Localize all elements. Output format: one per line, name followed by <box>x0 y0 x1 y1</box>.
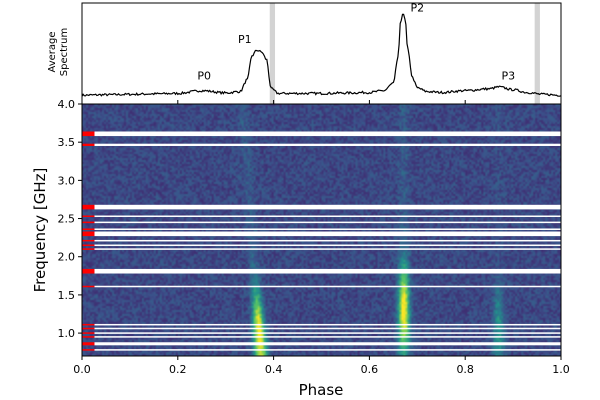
masked-channel <box>94 131 561 137</box>
average-spectrum-panel: P0 P1 P2 P3 Average Spectrum <box>47 2 562 105</box>
shaded-band <box>534 3 540 104</box>
flagged-channel-marker <box>82 143 95 146</box>
masked-channel <box>94 215 561 218</box>
y-tick-label: 4.0 <box>58 98 76 111</box>
flagged-channel-marker <box>82 244 95 247</box>
masked-channel <box>94 323 561 326</box>
flagged-channel-marker <box>82 349 95 351</box>
shaded-band <box>269 3 276 104</box>
flagged-channel-marker <box>82 285 95 288</box>
masked-channel <box>94 268 561 274</box>
y-tick-label: 1.0 <box>58 327 76 340</box>
top-ylabel-line2: Spectrum <box>59 28 70 76</box>
x-tick-label: 0.2 <box>169 363 187 376</box>
flagged-channel-marker <box>82 228 95 230</box>
masked-channel <box>94 143 561 146</box>
x-tick-label: 0.6 <box>361 363 379 376</box>
flagged-channel-marker <box>82 323 95 326</box>
x-axis-title: Phase <box>299 381 344 399</box>
masked-channel <box>94 204 561 210</box>
phase-frequency-panel: 0.0 0.2 0.4 0.6 0.8 1.0 1.0 1.5 2.0 2.5 3.0 3.5 4.0… <box>31 98 570 399</box>
flagged-channel-marker <box>82 332 95 334</box>
top-ylabel-line1: Average <box>47 31 58 72</box>
flagged-channel-marker <box>82 336 95 338</box>
x-tick-label: 1.0 <box>552 363 570 376</box>
y-axis-title: Frequency [GHz] <box>31 168 49 293</box>
peak-labels: P0 P1 P2 P3 <box>197 2 515 83</box>
masked-channel <box>94 244 561 247</box>
masked-channel <box>94 336 561 338</box>
y-tick-label: 3.5 <box>58 136 76 149</box>
masked-channel <box>94 332 561 334</box>
y-tick-label: 2.0 <box>58 251 76 264</box>
y-tick-label: 2.5 <box>58 213 76 226</box>
peak-label-p0: P0 <box>197 70 211 83</box>
peak-label-p2: P2 <box>410 2 424 15</box>
masked-channel <box>94 327 561 330</box>
masked-channel <box>94 228 561 230</box>
flagged-channel-marker <box>82 268 95 274</box>
y-axis-ticks: 1.0 1.5 2.0 2.5 3.0 3.5 4.0 <box>58 98 82 340</box>
flagged-channel-marker <box>82 215 95 218</box>
top-panel-frame <box>81 2 562 105</box>
x-axis-ticks: 0.0 0.2 0.4 0.6 0.8 1.0 <box>73 100 570 376</box>
x-tick-label: 0.0 <box>73 363 91 376</box>
shaded-bands <box>269 3 540 104</box>
flagged-channel-marker <box>82 204 95 210</box>
average-profile-line <box>81 13 562 97</box>
x-tick-label: 0.4 <box>265 363 283 376</box>
flagged-channel-marker <box>82 342 95 346</box>
masked-channels <box>82 131 561 351</box>
masked-channel <box>94 221 561 224</box>
masked-channel <box>94 239 561 242</box>
masked-channel <box>94 248 561 250</box>
masked-channel <box>94 349 561 351</box>
flagged-channel-marker <box>82 327 95 330</box>
masked-channel <box>94 231 561 237</box>
flagged-channel-marker <box>82 239 95 242</box>
main-panel-frame <box>81 103 562 357</box>
peak-label-p3: P3 <box>501 70 515 83</box>
masked-channel <box>94 285 561 288</box>
y-tick-label: 3.0 <box>58 174 76 187</box>
y-tick-label: 1.5 <box>58 289 76 302</box>
flagged-channel-marker <box>82 248 95 250</box>
flagged-channel-marker <box>82 131 95 137</box>
flagged-channel-marker <box>82 231 95 237</box>
x-tick-label: 0.8 <box>456 363 474 376</box>
flagged-channel-marker <box>82 221 95 224</box>
peak-label-p1: P1 <box>238 33 252 46</box>
masked-channel <box>94 342 561 346</box>
